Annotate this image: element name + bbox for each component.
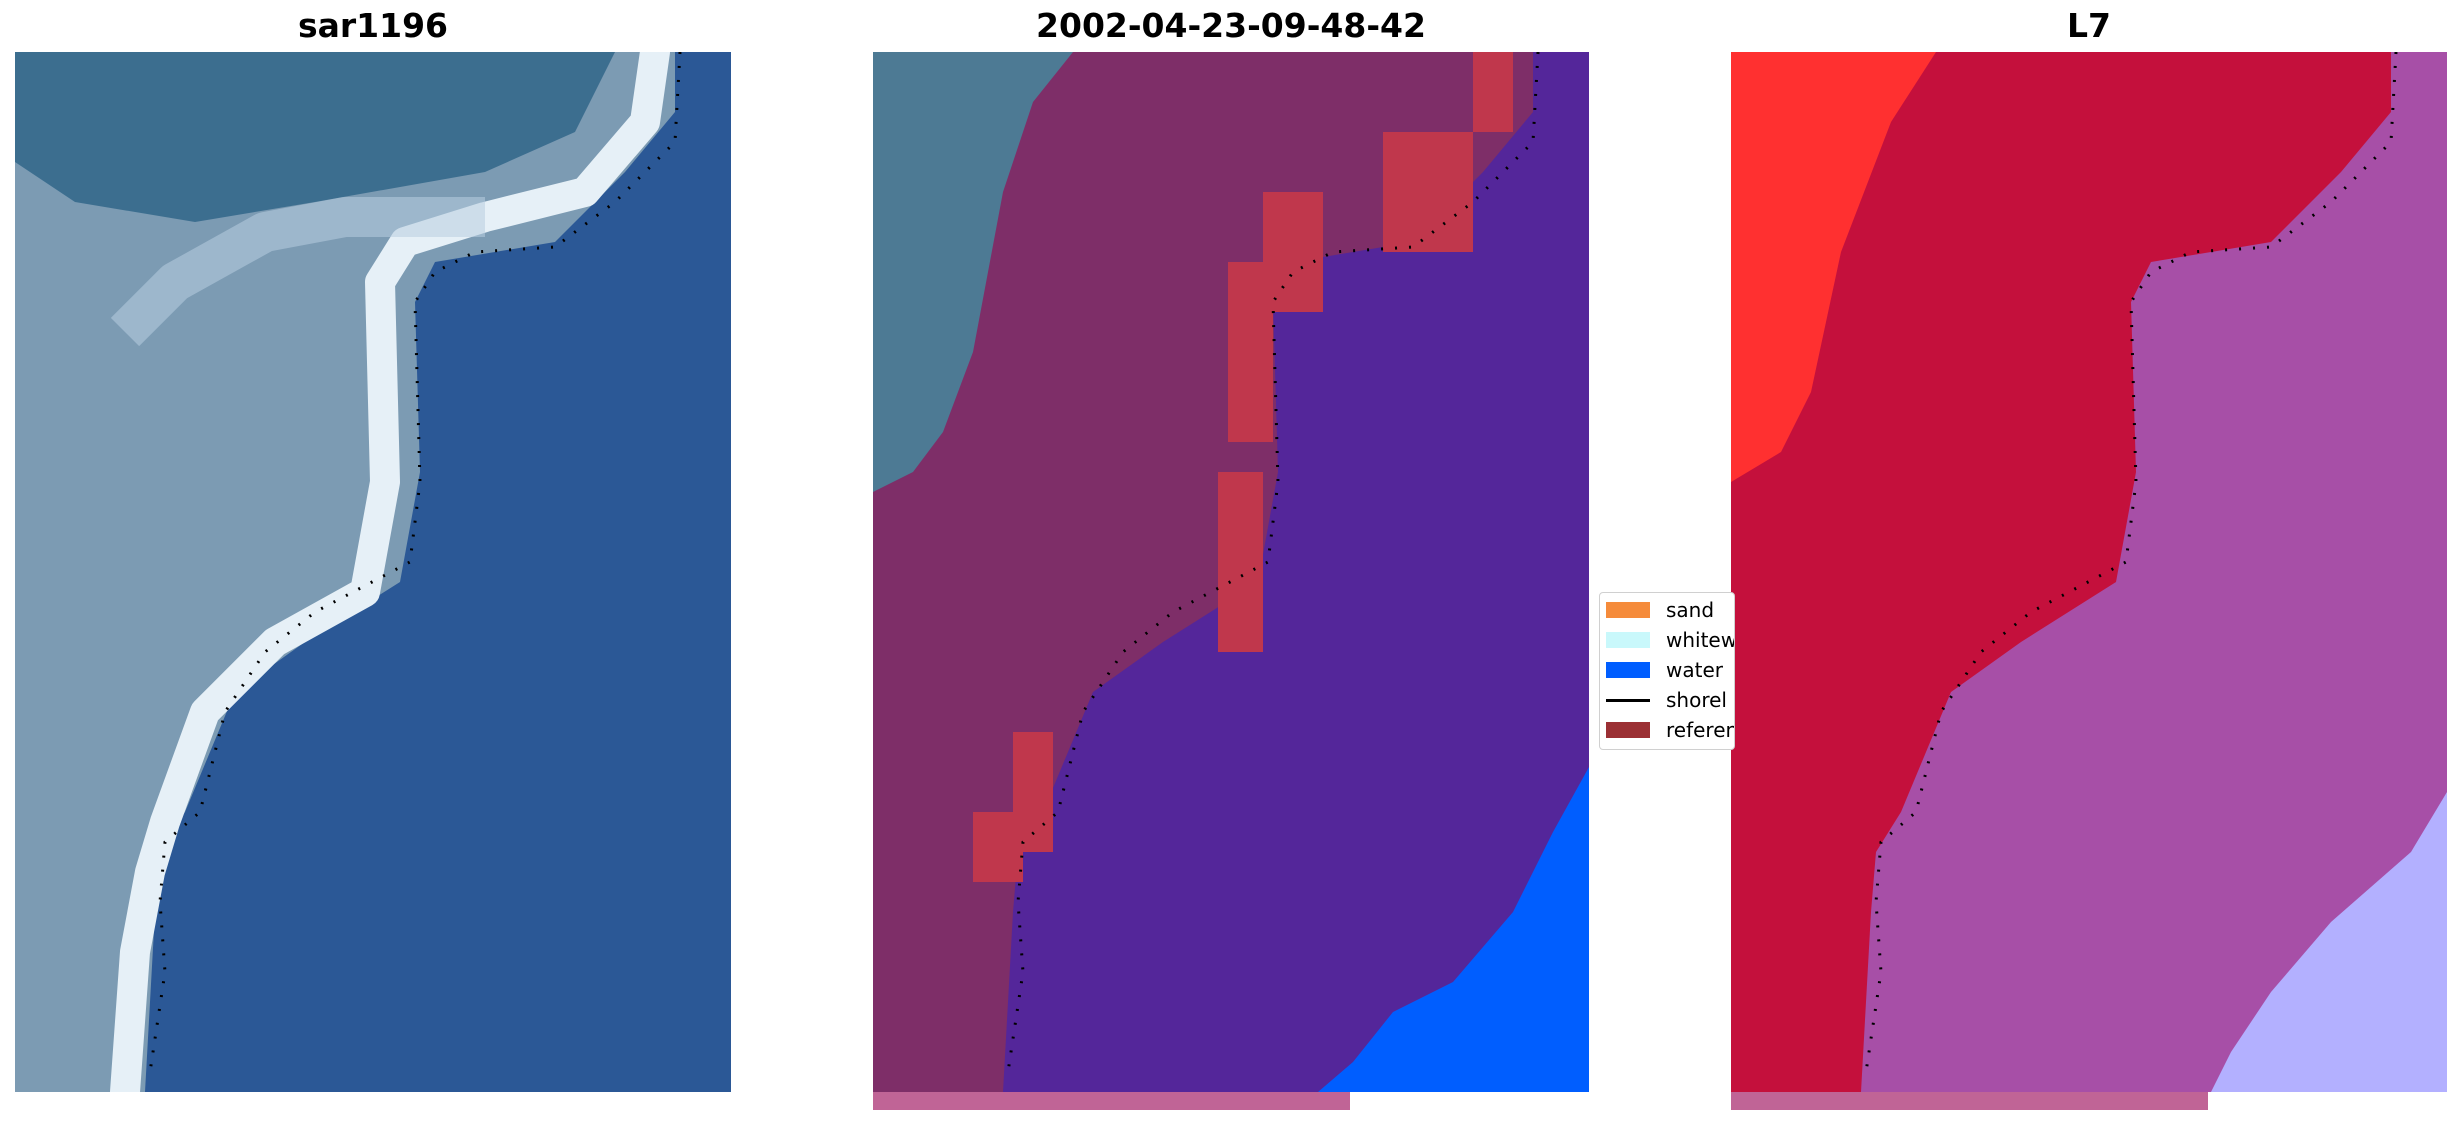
surf-zone-inner [110, 197, 485, 347]
legend-item-whitewater: whitew [1606, 627, 1735, 653]
legend-label-sand: sand [1666, 598, 1715, 622]
title-panel-2: 2002-04-23-09-48-42 [1036, 6, 1426, 45]
land-class [873, 52, 1533, 1092]
strip-panel-3 [1731, 1092, 2208, 1110]
land-area [15, 52, 675, 1092]
rgb-visible-top-left [873, 52, 1073, 492]
legend-label-shoreline: shorel [1666, 688, 1727, 712]
shoreline-path-3 [1864, 52, 2398, 1073]
water-swatch [1606, 662, 1650, 678]
index-panel [1731, 52, 2447, 1092]
legend-item-water: water [1606, 657, 1723, 683]
sea-index-light [2211, 792, 2447, 1092]
reference-class [973, 52, 1513, 882]
classification-image [873, 52, 1589, 1092]
rgb-image [15, 52, 731, 1092]
land-index-bright [1731, 52, 1936, 482]
index-image [1731, 52, 2447, 1092]
whitewater-swatch [1606, 632, 1650, 648]
reference-swatch [1606, 722, 1650, 738]
sand-swatch [1606, 602, 1650, 618]
title-panel-3: L7 [2067, 6, 2111, 45]
legend-label-water: water [1666, 658, 1723, 682]
legend-item-reference: referen [1606, 717, 1735, 743]
strip-panel-2 [873, 1092, 1350, 1110]
legend-label-whitewater: whitew [1666, 628, 1735, 652]
dark-water-top [15, 52, 615, 222]
shoreline-path-2 [1006, 52, 1540, 1073]
shoreline-line-sample [1606, 698, 1650, 702]
legend-item-shoreline: shorel [1606, 687, 1727, 713]
rgb-image-panel [15, 52, 731, 1092]
land-index [1731, 52, 2391, 1092]
legend-item-sand: sand [1606, 597, 1714, 623]
water-class [1318, 767, 1589, 1092]
surf-zone [110, 52, 670, 1092]
shoreline-path-1 [148, 52, 682, 1073]
legend-label-reference: referen [1666, 718, 1735, 742]
legend: sand whitew water shorel referen [1599, 592, 1735, 750]
title-panel-1: sar1196 [297, 6, 449, 45]
classification-panel [873, 52, 1589, 1092]
